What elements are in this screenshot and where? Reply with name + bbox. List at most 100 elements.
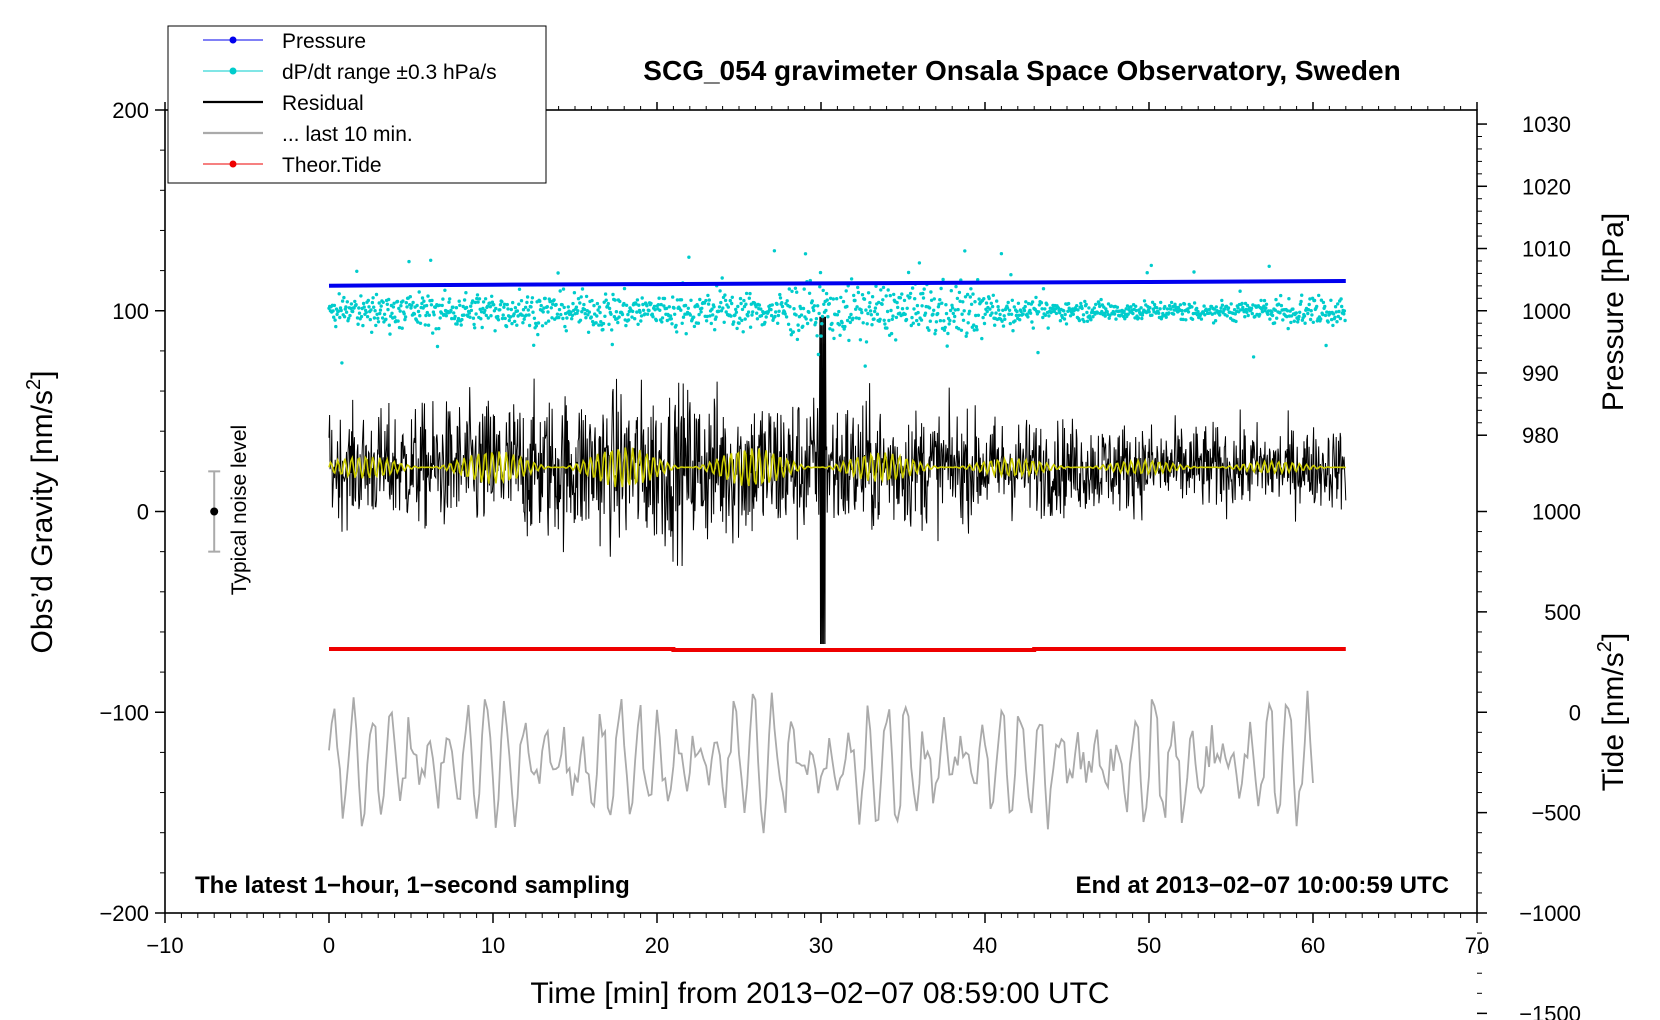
dpdt-point [641, 302, 645, 307]
dpdt-point [361, 323, 365, 328]
dpdt-point [1131, 311, 1135, 316]
last-10-min-series [328, 690, 1314, 834]
dpdt-point [1098, 304, 1102, 309]
dpdt-point [1007, 312, 1011, 316]
dpdt-point [549, 306, 553, 310]
dpdt-point [950, 306, 955, 310]
dpdt-point [370, 300, 375, 305]
dpdt-point [509, 307, 513, 312]
dpdt-point [1333, 315, 1337, 319]
dpdt-point [1062, 309, 1066, 313]
dpdt-point [500, 316, 505, 321]
dpdt-point [816, 304, 820, 308]
dpdt-point [936, 311, 940, 316]
dpdt-point [1240, 301, 1244, 306]
legend-marker-0 [229, 36, 237, 44]
x-tick-label: 50 [1137, 933, 1161, 958]
dpdt-point [429, 258, 433, 262]
dpdt-point [1025, 312, 1029, 316]
dpdt-point [1245, 310, 1249, 314]
dpdt-point [852, 293, 856, 298]
dpdt-point [503, 316, 507, 321]
dpdt-point [529, 305, 533, 309]
dpdt-point [579, 295, 583, 299]
dpdt-point [390, 311, 394, 315]
legend: Pressure dP/dt range ±0.3 hPa/s Residual..… [167, 25, 547, 184]
legend-label-1: dP/dt range ±0.3 hPa/s [282, 61, 497, 84]
dpdt-point [908, 295, 912, 299]
dpdt-point [1337, 309, 1341, 314]
dpdt-point [620, 312, 625, 317]
dpdt-point [1181, 317, 1185, 322]
dpdt-point [1068, 314, 1073, 318]
dpdt-point [770, 303, 774, 307]
dpdt-point [586, 330, 591, 334]
dpdt-point [847, 315, 852, 320]
dpdt-point [969, 287, 973, 291]
dpdt-point [974, 313, 978, 318]
dpdt-point [1017, 313, 1021, 317]
dpdt-point [464, 305, 469, 310]
dpdt-point [337, 292, 341, 296]
dpdt-point [671, 295, 675, 299]
dpdt-point [891, 314, 895, 318]
dpdt-point [680, 321, 684, 325]
legend-marker-1 [229, 67, 237, 75]
dpdt-point [1264, 306, 1268, 310]
dpdt-point [1054, 311, 1059, 316]
dpdt-point [801, 306, 806, 311]
dpdt-point [580, 310, 584, 314]
dpdt-point [898, 296, 903, 300]
dpdt-point [820, 322, 824, 326]
dpdt-point [814, 317, 819, 321]
noise-bar [208, 470, 221, 553]
dpdt-point [1259, 298, 1263, 303]
dpdt-point [679, 298, 684, 302]
dpdt-point [1180, 308, 1184, 313]
dpdt-point [954, 284, 958, 289]
dpdt-point [1218, 313, 1222, 317]
dpdt-point [1112, 312, 1117, 316]
dpdt-point [401, 299, 405, 303]
dpdt-point [486, 316, 490, 320]
dpdt-point [981, 315, 985, 320]
dpdt-point [658, 308, 662, 312]
dpdt-point [741, 330, 745, 334]
dpdt-point [530, 296, 535, 300]
dpdt-point [1159, 300, 1163, 305]
dpdt-point [334, 324, 338, 329]
dpdt-point [874, 284, 878, 288]
dpdt-point [868, 309, 873, 313]
dpdt-point [1236, 306, 1240, 310]
dpdt-point [1339, 297, 1343, 301]
dpdt-point [915, 303, 920, 308]
dpdt-point [826, 315, 830, 319]
dpdt-point [696, 304, 700, 308]
dpdt-point [1165, 307, 1170, 311]
dpdt-point [1036, 350, 1040, 355]
dpdt-point [558, 289, 562, 293]
dpdt-point [377, 301, 381, 305]
dpdt-point [1091, 315, 1095, 319]
dpdt-point [610, 328, 614, 332]
dpdt-point [477, 297, 482, 301]
dpdt-point [645, 304, 649, 308]
dpdt-point [950, 303, 954, 307]
dpdt-point [844, 289, 848, 293]
dpdt-point [365, 315, 370, 319]
dpdt-point [814, 320, 818, 325]
dpdt-point [872, 317, 876, 321]
dpdt-point [1229, 302, 1233, 306]
dpdt-point [438, 316, 442, 320]
dpdt-point [1062, 317, 1067, 321]
dpdt-point [687, 255, 691, 259]
dpdt-point [1317, 293, 1321, 298]
dpdt-point [1043, 307, 1047, 311]
dpdt-point [387, 297, 391, 302]
dpdt-point [1134, 308, 1139, 313]
dpdt-point [722, 320, 726, 324]
dpdt-point [805, 321, 810, 326]
dpdt-point [540, 324, 545, 328]
dpdt-point [817, 311, 821, 316]
dpdt-point [706, 293, 710, 298]
